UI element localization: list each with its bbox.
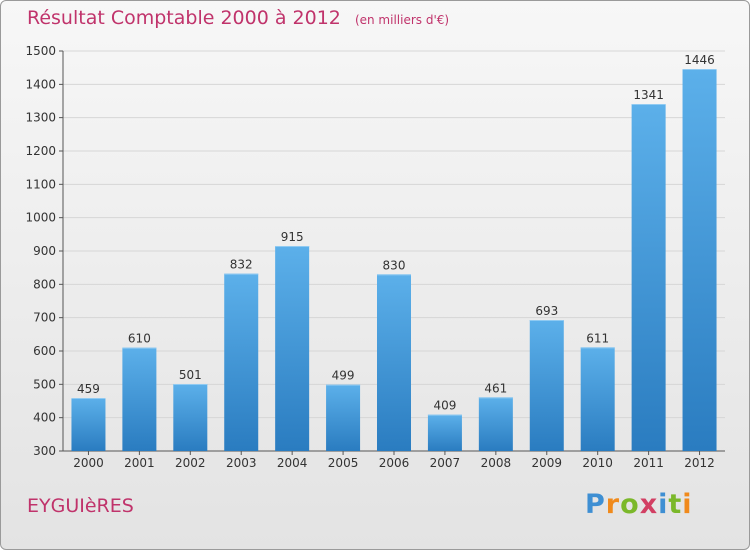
x-tick-label: 2011 bbox=[633, 456, 664, 470]
data-label: 499 bbox=[332, 369, 355, 383]
y-tick-label: 500 bbox=[33, 377, 56, 391]
y-tick-label: 1100 bbox=[25, 177, 56, 191]
logo-letter: i bbox=[658, 489, 669, 520]
bar bbox=[275, 246, 310, 451]
logo-letter: r bbox=[605, 489, 621, 520]
x-tick-label: 2003 bbox=[226, 456, 257, 470]
y-tick-label: 1000 bbox=[25, 211, 56, 225]
logo-letter: t bbox=[668, 489, 683, 520]
x-tick-label: 2007 bbox=[430, 456, 461, 470]
data-label: 1446 bbox=[684, 53, 715, 67]
x-tick-label: 2005 bbox=[328, 456, 359, 470]
bar bbox=[427, 414, 462, 451]
logo-letter: i bbox=[682, 489, 693, 520]
y-tick-label: 600 bbox=[33, 344, 56, 358]
y-tick-label: 1300 bbox=[25, 111, 56, 125]
chart-title-block: Résultat Comptable 2000 à 2012 (en milli… bbox=[27, 7, 449, 29]
bar bbox=[631, 104, 666, 451]
proxiti-logo: Proxiti bbox=[585, 489, 693, 520]
logo-letter: x bbox=[639, 489, 659, 520]
bar bbox=[478, 397, 513, 451]
data-label: 915 bbox=[281, 230, 304, 244]
x-tick-label: 2010 bbox=[582, 456, 613, 470]
y-tick-label: 1500 bbox=[25, 44, 56, 58]
data-label: 832 bbox=[230, 258, 253, 272]
bar bbox=[682, 69, 717, 451]
data-label: 693 bbox=[535, 304, 558, 318]
x-tick-label: 2004 bbox=[277, 456, 308, 470]
x-tick-label: 2001 bbox=[124, 456, 155, 470]
data-label: 461 bbox=[484, 381, 507, 395]
x-tick-label: 2002 bbox=[175, 456, 206, 470]
chart-subtitle: (en milliers d'€) bbox=[354, 13, 450, 27]
data-label: 501 bbox=[179, 368, 202, 382]
data-label: 459 bbox=[77, 382, 100, 396]
bar bbox=[173, 384, 208, 451]
y-tick-label: 400 bbox=[33, 411, 56, 425]
data-label: 409 bbox=[433, 399, 456, 413]
x-tick-label: 2008 bbox=[481, 456, 512, 470]
y-tick-label: 900 bbox=[33, 244, 56, 258]
bar bbox=[122, 347, 157, 451]
bar bbox=[377, 274, 411, 451]
y-tick-label: 700 bbox=[33, 311, 56, 325]
logo-letter: P bbox=[585, 489, 606, 520]
data-label: 830 bbox=[383, 258, 406, 272]
bar bbox=[71, 398, 106, 451]
y-tick-label: 300 bbox=[33, 444, 56, 458]
y-tick-label: 1400 bbox=[25, 77, 56, 91]
x-tick-label: 2000 bbox=[73, 456, 104, 470]
chart-title: Résultat Comptable 2000 à 2012 bbox=[27, 7, 341, 29]
bar bbox=[326, 384, 361, 451]
bar bbox=[580, 347, 615, 451]
bar bbox=[529, 320, 564, 451]
x-tick-label: 2006 bbox=[379, 456, 410, 470]
data-label: 610 bbox=[128, 332, 151, 346]
data-label: 611 bbox=[586, 331, 609, 345]
place-name: EYGUIèRES bbox=[27, 495, 134, 517]
logo-letter: o bbox=[620, 489, 640, 520]
bar bbox=[224, 273, 259, 451]
x-tick-label: 2012 bbox=[684, 456, 715, 470]
y-tick-label: 1200 bbox=[25, 144, 56, 158]
y-tick-label: 800 bbox=[33, 277, 56, 291]
data-label: 1341 bbox=[633, 88, 664, 102]
x-tick-label: 2009 bbox=[531, 456, 562, 470]
